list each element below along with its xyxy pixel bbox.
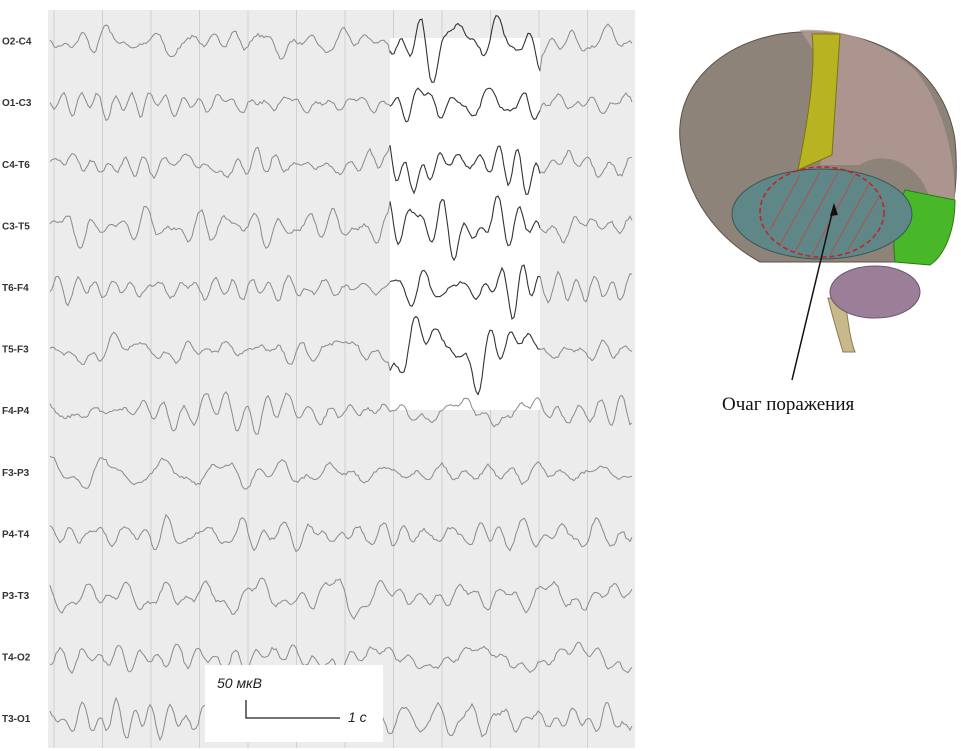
scale-amplitude: 50 мкВ: [217, 675, 262, 691]
channel-label: T6-F4: [2, 283, 29, 294]
brain-caption: Очаг поражения: [722, 394, 855, 415]
channel-label: P4-T4: [2, 529, 30, 540]
brain-illustration: [680, 30, 957, 380]
channel-label: O2-C4: [2, 37, 32, 48]
channel-label: T3-O1: [2, 714, 31, 725]
temporal-lobe: [732, 169, 912, 259]
channel-label: F3-P3: [2, 468, 30, 479]
channel-label: F4-P4: [2, 406, 30, 417]
channel-label: C4-T6: [2, 160, 30, 171]
channel-label: C3-T5: [2, 221, 30, 232]
channel-label: T5-F3: [2, 345, 29, 356]
figure: O2-C4 O1-C3 C4-T6 C3-T5 T6-F4 T5-F3 F4-P4 F3-P3…: [0, 0, 961, 751]
channel-label: P3-T3: [2, 591, 30, 602]
channel-label: O1-C3: [2, 98, 32, 109]
cerebellum: [830, 266, 920, 318]
eeg-background: [48, 10, 635, 748]
channel-labels: O2-C4 O1-C3 C4-T6 C3-T5 T6-F4 T5-F3 F4-P4 F3-P3…: [2, 37, 32, 726]
channel-label: T4-O2: [2, 653, 31, 664]
scale-time: 1 с: [348, 709, 367, 725]
